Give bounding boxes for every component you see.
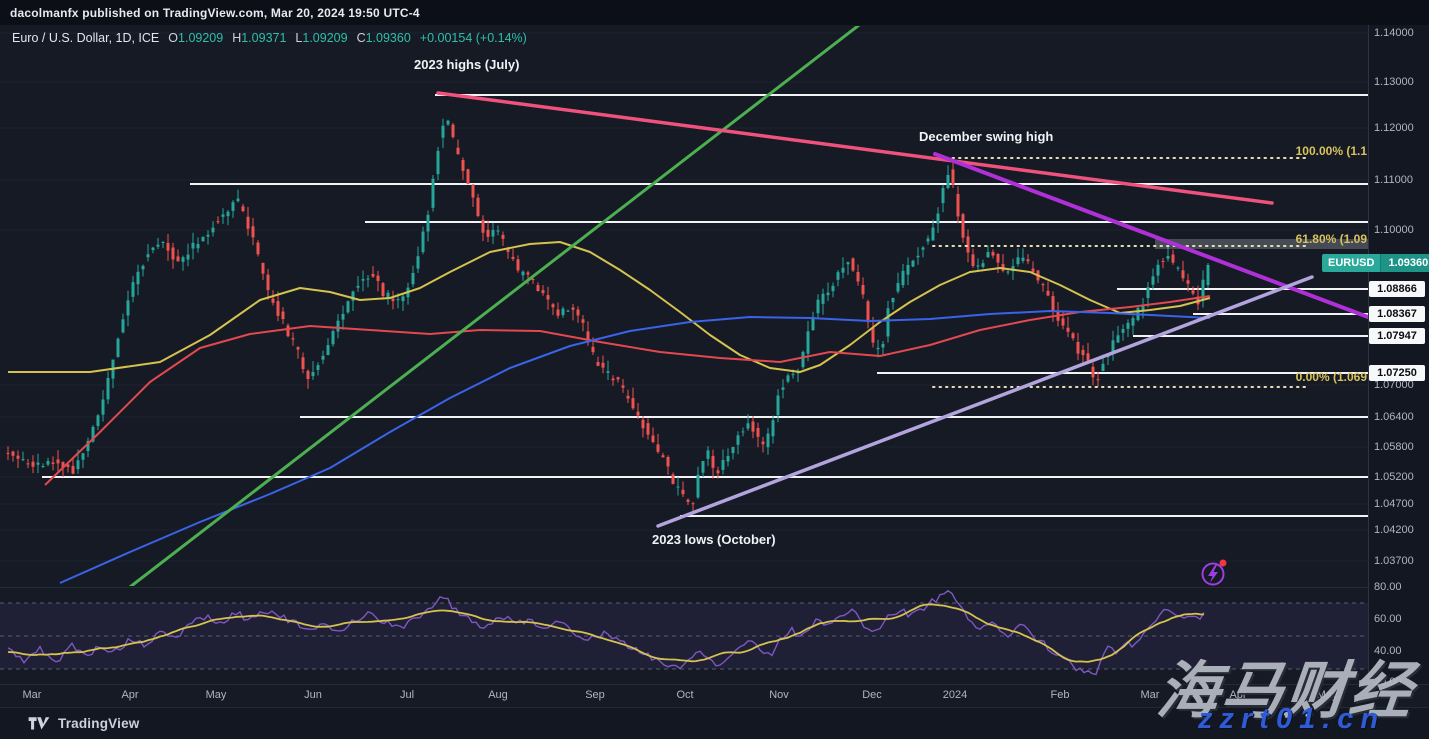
- change-value: +0.00154 (+0.14%): [419, 31, 527, 45]
- price-axis-label: 1.14000: [1374, 27, 1414, 39]
- price-axis-label: 1.04200: [1374, 524, 1414, 536]
- symbol-title: Euro / U.S. Dollar, 1D, ICE: [12, 31, 160, 45]
- publisher-text: dacolmanfx published on TradingView.com,…: [10, 5, 420, 20]
- ohlc-open: O1.09209: [168, 31, 224, 45]
- fib-zone: [1155, 239, 1368, 249]
- price-axis-label: 1.07000: [1374, 379, 1414, 391]
- tradingview-brand[interactable]: TradingView: [58, 716, 140, 731]
- time-axis-label: Apr: [121, 689, 139, 701]
- footer-bar: TradingView: [0, 707, 1429, 739]
- time-axis-label: Mar: [22, 689, 42, 701]
- rsi-axis-label: 80.00: [1374, 581, 1402, 593]
- price-axis-label: 1.11000: [1374, 174, 1413, 186]
- rsi-smoothing-line[interactable]: [7, 603, 1205, 663]
- annotation-2023-lows[interactable]: 2023 lows (October): [652, 532, 776, 547]
- fib-level-0-label[interactable]: 0.00% (1.069: [1295, 370, 1367, 384]
- annotation-2023-highs[interactable]: 2023 highs (July): [414, 57, 520, 72]
- price-line-label: 1.08866: [1369, 281, 1425, 297]
- annotation-december-swing-high[interactable]: December swing high: [919, 129, 1054, 144]
- main-pane[interactable]: [0, 25, 1368, 587]
- time-axis-label: 2024: [942, 689, 968, 701]
- price-line-label: 1.08367: [1369, 306, 1425, 322]
- time-axis-label: Oct: [676, 689, 694, 701]
- price-line-label: 1.07250: [1369, 365, 1425, 381]
- trendline-ascending-green[interactable]: [128, 25, 863, 587]
- price-axis-label: 1.05200: [1374, 471, 1414, 483]
- ohlc-high: H1.09371: [232, 31, 287, 45]
- time-axis-label: Mar: [1140, 689, 1160, 701]
- time-axis-label: Apr: [1229, 689, 1247, 701]
- watermark-url: zzrt01.cn: [1198, 703, 1386, 735]
- alert-dot-icon: [1219, 559, 1227, 567]
- price-chart-canvas[interactable]: [0, 25, 1429, 707]
- sma-mid-red[interactable]: [44, 295, 1211, 486]
- rsi-pane[interactable]: [0, 590, 1368, 676]
- badge-symbol: EURUSD: [1322, 254, 1381, 272]
- fib-level-100-label[interactable]: 100.00% (1.1: [1295, 144, 1367, 158]
- candlesticks: [6, 118, 1210, 514]
- tradingview-logo-icon[interactable]: [28, 715, 50, 733]
- time-axis-label: May: [205, 689, 227, 701]
- time-axis-label: May: [1316, 689, 1338, 701]
- last-price-badge: EURUSD 1.09360: [1322, 254, 1429, 272]
- time-axis-label: Feb: [1050, 689, 1070, 701]
- rsi-axis-label: 20.00: [1374, 676, 1402, 688]
- time-axis[interactable]: [0, 684, 1429, 708]
- time-axis-label: Dec: [862, 689, 882, 701]
- time-axis-label: Nov: [769, 689, 789, 701]
- price-axis[interactable]: [1368, 25, 1429, 684]
- time-axis-label: Aug: [488, 689, 508, 701]
- price-axis-label: 1.03700: [1374, 555, 1414, 567]
- symbol-legend[interactable]: Euro / U.S. Dollar, 1D, ICE O1.09209 H1.…: [12, 31, 527, 45]
- trendline-descending-magenta[interactable]: [933, 152, 1368, 319]
- rsi-axis-label: 60.00: [1374, 613, 1402, 625]
- time-axis-label: Sep: [585, 689, 605, 701]
- trendline-ascending-lavender[interactable]: [656, 275, 1314, 528]
- time-axis-label: Jun: [304, 689, 322, 701]
- ohlc-close: C1.09360: [356, 31, 411, 45]
- price-axis-label: 1.12000: [1374, 122, 1414, 134]
- price-line-label: 1.07947: [1369, 328, 1425, 344]
- price-axis-label: 1.06400: [1374, 411, 1414, 423]
- sma-slow-blue[interactable]: [59, 310, 1211, 584]
- trendline-descending-pink[interactable]: [436, 91, 1274, 205]
- sma-fast-yellow[interactable]: [8, 241, 1211, 373]
- rsi-line[interactable]: [7, 590, 1205, 676]
- time-axis-label: Jul: [399, 689, 415, 701]
- price-axis-label: 1.10000: [1374, 224, 1414, 236]
- rsi-axis-label: 40.00: [1374, 645, 1402, 657]
- pane-divider[interactable]: [0, 587, 1368, 588]
- price-axis-label: 1.13000: [1374, 76, 1414, 88]
- flash-alert-icon[interactable]: [1201, 559, 1227, 586]
- price-axis-label: 1.04700: [1374, 498, 1414, 510]
- publisher-bar: dacolmanfx published on TradingView.com,…: [0, 0, 1429, 25]
- fib-level-618-label[interactable]: 61.80% (1.09: [1295, 232, 1367, 246]
- badge-price: 1.09360: [1380, 254, 1429, 272]
- ohlc-low: L1.09209: [295, 31, 348, 45]
- price-axis-label: 1.05800: [1374, 441, 1414, 453]
